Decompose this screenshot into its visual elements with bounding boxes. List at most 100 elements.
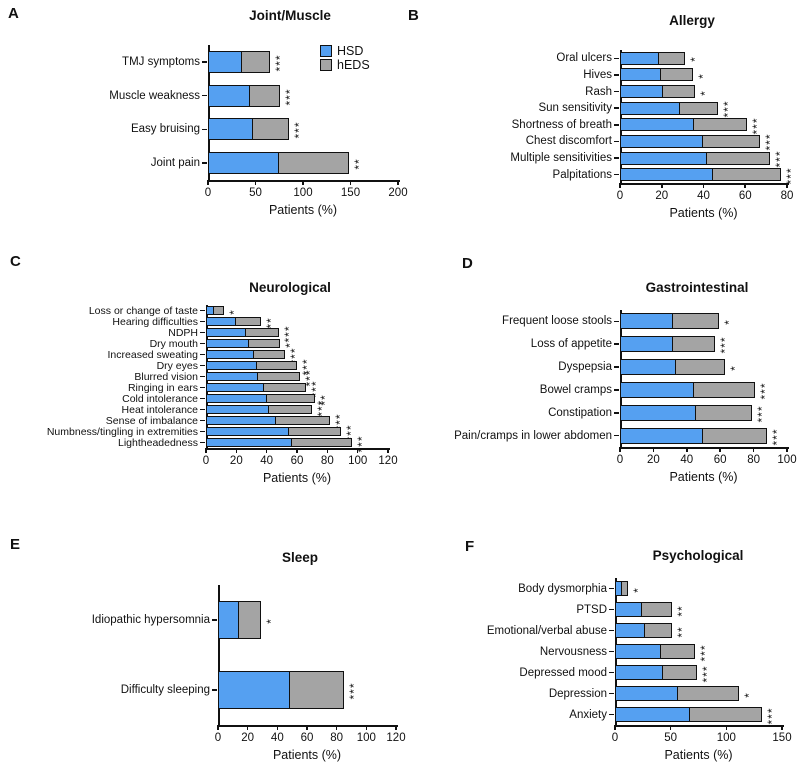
x-axis-tick	[686, 447, 688, 452]
bar-hsd-segment	[621, 169, 714, 181]
panel-c: C Neurological Loss or change of taste * Hea…	[0, 250, 400, 530]
category-label: Shortness of breath	[511, 118, 612, 131]
bar-hsd-segment	[207, 329, 247, 336]
x-tick-label: 100	[716, 732, 736, 744]
y-axis-tick	[614, 366, 619, 368]
panel-title: Neurological	[249, 280, 331, 295]
bar-row	[208, 118, 289, 141]
bar-hsd-segment	[621, 314, 673, 329]
bar-hsd-segment	[621, 428, 703, 443]
bar-row	[615, 602, 672, 617]
x-tick-label: 0	[611, 732, 619, 744]
significance-stars: ***	[281, 324, 296, 343]
panel-letter: C	[10, 253, 21, 270]
x-tick-label: 120	[378, 455, 398, 467]
x-axis-tick	[326, 448, 329, 453]
x-axis-tick	[207, 180, 209, 185]
x-tick-label: 100	[348, 455, 368, 467]
significance-stars: *	[631, 586, 646, 593]
bar-hsd-segment	[621, 135, 703, 147]
bar-hsd-segment	[209, 119, 253, 140]
legend-row-hsd: HSD	[320, 44, 370, 58]
x-tick-label: 100	[777, 454, 797, 466]
y-axis-tick	[614, 57, 619, 60]
x-tick-label: 150	[772, 732, 792, 744]
panel-title: Psychological	[652, 548, 744, 563]
x-axis-tick	[786, 183, 788, 188]
bar-hsd-segment	[616, 687, 678, 700]
y-axis-tick	[614, 74, 619, 76]
x-axis-tick	[614, 725, 616, 730]
category-label: Dyspepsia	[558, 361, 612, 374]
bar-row	[218, 671, 345, 709]
y-axis-tick	[609, 692, 614, 695]
y-axis-tick	[200, 342, 205, 345]
category-label: Ringing in ears	[127, 381, 198, 394]
x-axis-tick	[744, 183, 747, 188]
y-axis-tick	[200, 430, 205, 433]
x-tick-label: 60	[713, 454, 727, 466]
significance-stars: ***	[272, 54, 287, 72]
y-axis-tick	[212, 689, 217, 691]
bar-hsd-segment	[616, 666, 664, 679]
x-axis-tick	[702, 183, 705, 188]
x-axis-tick	[306, 725, 308, 730]
x-axis-tick	[719, 447, 721, 452]
x-tick-label: 40	[270, 732, 284, 744]
x-tick-label: 0	[214, 732, 222, 744]
significance-stars: **	[263, 316, 278, 329]
category-label: TMJ symptoms	[122, 55, 200, 68]
y-axis-tick	[609, 587, 614, 590]
x-tick-label: 80	[330, 732, 344, 744]
x-tick-label: 50	[664, 732, 678, 744]
x-tick-label: 60	[290, 455, 304, 467]
x-tick-label: 20	[241, 732, 255, 744]
bar-row	[206, 328, 279, 337]
bar-hsd-segment	[207, 307, 215, 314]
y-axis-tick	[614, 140, 619, 143]
category-label: Frequent loose stools	[502, 315, 612, 328]
bar-hsd-segment	[616, 582, 622, 595]
category-label: Loss of appetite	[530, 338, 612, 351]
bar-row	[620, 118, 748, 132]
category-label: Dry mouth	[149, 337, 198, 350]
significance-stars: **	[674, 625, 689, 638]
significance-stars: ***	[721, 100, 736, 118]
category-label: Heat intolerance	[121, 403, 198, 416]
x-axis-tick	[254, 180, 257, 185]
panel-f: F Psychological Body dysmorphia * PTSD ** Emot…	[400, 530, 800, 768]
category-label: Idiopathic hypersomnia	[91, 614, 210, 626]
x-tick-label: 50	[249, 187, 262, 199]
y-axis-tick	[202, 61, 207, 63]
y-axis-tick	[609, 629, 614, 632]
panel-d: D Gastrointestinal Frequent loose stools * L…	[400, 250, 800, 530]
category-label: Nervousness	[539, 645, 607, 658]
significance-stars: ***	[758, 382, 773, 400]
bar-row	[206, 427, 341, 436]
y-axis-tick	[202, 162, 207, 164]
significance-stars: *	[264, 618, 279, 624]
bar-row	[206, 339, 281, 348]
y-axis-tick	[614, 173, 619, 176]
bar-hsd-segment	[621, 119, 695, 131]
category-label: Lightheadedness	[118, 436, 198, 449]
x-axis-tick	[652, 447, 655, 452]
bar-hsd-segment	[616, 708, 690, 721]
x-axis-tick	[781, 725, 783, 730]
bar-row	[206, 306, 225, 315]
significance-stars: *	[698, 89, 713, 96]
panel-a: A Joint/Muscle TMJ symptoms *** Muscle weakn…	[0, 0, 408, 280]
y-axis-tick	[614, 124, 619, 126]
category-label: Hives	[583, 68, 612, 81]
panel-letter: E	[10, 536, 21, 553]
x-tick-label: 60	[300, 732, 314, 744]
x-tick-label: 80	[747, 454, 760, 466]
bar-hsd-segment	[616, 645, 661, 658]
bar-hsd-segment	[207, 406, 269, 413]
significance-stars: ***	[783, 167, 798, 185]
significance-stars: ***	[291, 121, 306, 139]
bar-row	[615, 707, 762, 722]
category-label: Pain/cramps in lower abdomen	[454, 429, 612, 442]
category-label: Difficulty sleeping	[120, 684, 210, 696]
